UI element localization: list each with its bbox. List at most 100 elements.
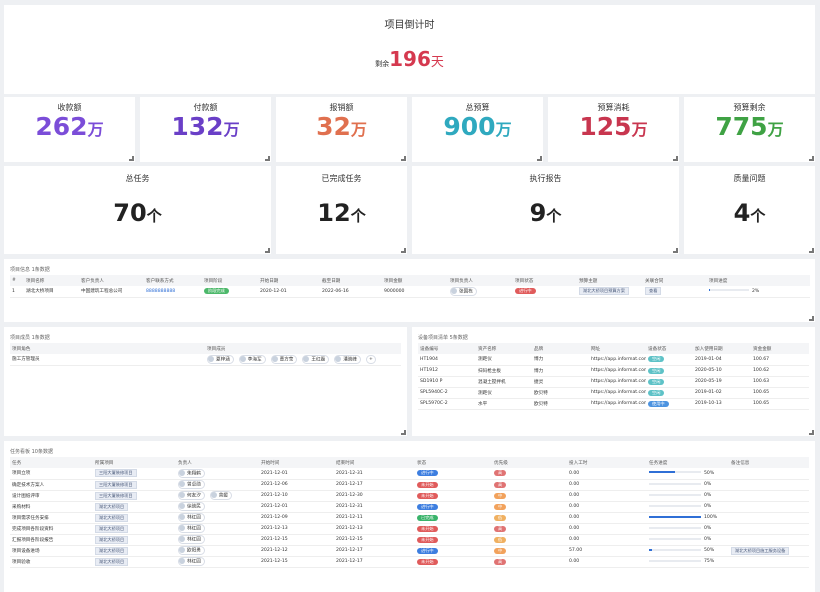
more-members-button[interactable]: + [365,355,376,364]
countdown-panel: 项目倒计时 剩余196天 [4,5,815,94]
status-badge: 未开始 [417,492,438,499]
avatar [179,491,185,498]
owner-chip[interactable]: 朱翔鹤 [178,468,205,478]
table-row[interactable]: 项目验收 湖北大桥项目 林红园 2021-12-15 2021-12-17 未开始高 0.0… [10,556,809,568]
avatar [179,480,185,487]
table-row[interactable]: SPL5970C-2 水平 欧贝特 https://app.informat.com 使… [418,398,809,410]
table-header-row: 项目角色 项目成员 [10,343,401,354]
project-tag[interactable]: 湖北大桥项目 [95,513,129,522]
project-tag[interactable]: 三阳大厦装修项目 [95,480,137,489]
priority-badge: 中 [494,492,507,499]
countdown-unit: 天 [430,55,444,70]
count-value: 12个 [317,199,366,227]
owner-chip[interactable]: 林红园 [178,523,205,533]
resize-handle-icon[interactable] [673,156,678,161]
avatar [179,557,185,564]
resize-handle-icon[interactable] [401,248,406,253]
table-row[interactable]: HT1904 测距仪 博力 https://app.informat.com 空闲 201… [418,354,809,366]
task-name[interactable]: 设计图纸评审 [10,490,93,502]
owner-chip[interactable]: 曾媛 [209,490,232,500]
task-name[interactable]: 采购材料 [10,501,93,513]
resize-handle-icon[interactable] [129,156,134,161]
stat-card-received: 收款额 262万 [4,97,135,162]
member-chip[interactable]: 王红磊 [302,354,330,364]
table-row[interactable]: 采购材料 湖北大桥项目 徐晓民 2021-12-01 2021-12-31 进行中中 0.0… [10,501,809,513]
countdown-value: 剩余196天 [4,47,815,71]
progress-bar [709,289,749,292]
client-phone-link[interactable]: 8888888888 [144,286,202,298]
table-row[interactable]: 项目需求任务安排 湖北大桥项目 林红园 2021-12-09 2021-12-11 已完成… [10,512,809,524]
project-tag[interactable]: 湖北大桥项目 [95,546,129,555]
stat-card-budget-used: 预算消耗 125万 [548,97,679,162]
status-badge: 空闲 [648,378,665,385]
panel-title: 项目信息 1条数据 [10,267,50,273]
task-name[interactable]: 项目立项 [10,468,93,480]
table-row[interactable]: HT1912 扫码枪主板 博力 https://app.informat.com 空闲 2… [418,365,809,377]
table-row[interactable]: 1 湖北大桥项目 中国建筑工程总公司 8888888888 阶段完成 2020-… [10,286,810,298]
budget-tag[interactable]: 湖北大桥项目预算方案 [579,287,629,296]
resize-handle-icon[interactable] [809,430,814,435]
project-tag[interactable]: 三阳大厦装修项目 [95,491,137,500]
stat-label: 报销额 [329,103,354,112]
resize-handle-icon[interactable] [401,430,406,435]
status-badge: 未开始 [417,481,438,488]
resize-handle-icon[interactable] [401,156,406,161]
table-row[interactable]: 施工方管理员 夏梓涵 李海军 曹方莹 王红磊 潘晓峰 + [10,354,401,366]
avatar [179,546,185,553]
avatar [208,355,214,362]
stat-label: 预算剩余 [733,103,766,112]
stat-value: 262万 [35,112,104,141]
table-row[interactable]: 完成项目各阶段资料 湖北大桥项目 林红园 2021-12-13 2021-12-13 未开… [10,523,809,535]
owner-chip[interactable]: 欧阳勇 [178,545,205,555]
task-name[interactable]: 项目需求任务安排 [10,512,93,524]
resize-handle-icon[interactable] [265,156,270,161]
table-row[interactable]: 确定技术方案人 三阳大厦装修项目 曾卓勋 2021-12-06 2021-12-17 未开… [10,479,809,491]
task-name[interactable]: 项目验收 [10,556,93,568]
avatar [335,355,342,362]
resize-handle-icon[interactable] [265,248,270,253]
member-chip[interactable]: 夏梓涵 [207,354,234,364]
project-tag[interactable]: 湖北大桥项目 [95,502,129,511]
project-name[interactable]: 湖北大桥项目 [24,286,79,298]
member-chip[interactable]: 曹方莹 [270,354,298,364]
owner-chip[interactable]: 林红园 [178,556,205,566]
task-name[interactable]: 完成项目各阶段资料 [10,523,93,535]
project-tag[interactable]: 三阳大厦装修项目 [95,469,137,478]
status-badge: 进行中 [417,547,438,554]
member-chip[interactable]: 潘晓峰 [334,354,361,364]
project-tag[interactable]: 湖北大桥项目 [95,557,129,566]
owner-chip[interactable]: 何友汐 [178,490,205,500]
status-badge: 空闲 [648,389,665,396]
status-badge: 使用中 [648,400,669,407]
table-row[interactable]: 汇报项目各阶段报告 湖北大桥项目 林红园 2021-12-15 2021-12-15 未开… [10,534,809,546]
note-tag: 湖北大桥项目施工服务设备 [731,546,790,555]
project-tag[interactable]: 湖北大桥项目 [95,535,129,544]
resize-handle-icon[interactable] [673,248,678,253]
task-name[interactable]: 汇报项目各阶段报告 [10,534,93,546]
resize-handle-icon[interactable] [809,316,814,321]
stage-badge: 阶段完成 [204,288,229,295]
table-row[interactable]: 项目立项 三阳大厦装修项目 朱翔鹤 2021-12-01 2021-12-31 进行中高 0… [10,468,809,480]
owner-chip[interactable]: 曾卓勋 [178,479,205,489]
resize-handle-icon[interactable] [809,156,814,161]
resize-handle-icon[interactable] [537,156,542,161]
task-name[interactable]: 项目设备进场 [10,545,93,557]
contract-link[interactable]: 查看 [645,287,662,296]
stat-value: 125万 [579,112,648,141]
avatar [179,513,185,520]
task-name[interactable]: 确定技术方案人 [10,479,93,491]
owner-chip[interactable]: 林红园 [178,534,205,544]
table-row[interactable]: SD1910 P 混凝土搅拌机 捷灵 https://app.informat.com… [418,376,809,388]
project-tag[interactable]: 湖北大桥项目 [95,524,129,533]
table-header-row: # 项目名称 客户负责人 客户联系方式 项目阶段 开始日期 截至日期 项目金额 项目负责人 项目状… [10,275,810,286]
table-row[interactable]: 项目设备进场 湖北大桥项目 欧阳勇 2021-12-12 2021-12-17 进行中中 5… [10,545,809,557]
stat-label: 总预算 [465,103,490,112]
member-chip[interactable]: 李海军 [238,354,266,364]
owner-chip[interactable]: 林红园 [178,512,205,522]
resize-handle-icon[interactable] [809,248,814,253]
table-row[interactable]: SPL5940C-2 测距仪 欧贝特 https://app.informat.com… [418,387,809,399]
status-badge: 已完成 [417,514,438,521]
owner-chip[interactable]: 徐晓民 [178,501,205,511]
status-badge: 未开始 [417,525,438,532]
table-row[interactable]: 设计图纸评审 三阳大厦装修项目 何友汐 曾媛 2021-12-10 2021-12-30 未… [10,490,809,502]
